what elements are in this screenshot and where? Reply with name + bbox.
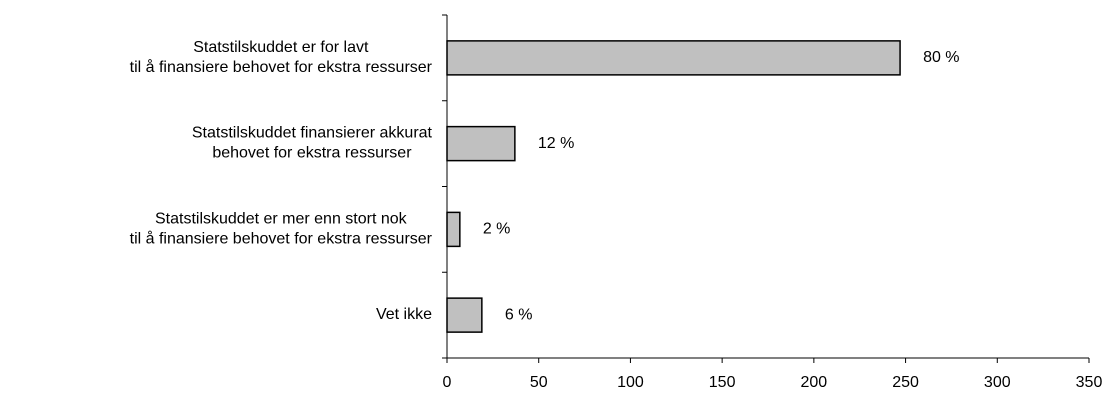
value-label: 2 %	[483, 221, 511, 238]
x-tick-label: 200	[801, 374, 828, 391]
label-line: Statstilskuddet er mer enn stort nok	[155, 211, 408, 228]
label-line: Vet ikke	[376, 306, 432, 323]
x-tick-label: 250	[892, 374, 919, 391]
y-tick-label: Vet ikke	[376, 306, 432, 323]
x-tick-label: 300	[984, 374, 1011, 391]
value-label: 12 %	[538, 135, 574, 152]
y-tick-label: Statstilskuddet finansierer akkurat behov…	[192, 125, 433, 162]
x-tick-label: 150	[709, 374, 736, 391]
bar	[446, 211, 461, 248]
x-tick-label: 50	[530, 374, 548, 391]
bar	[446, 125, 516, 162]
x-tick-label: 0	[443, 374, 452, 391]
label-line: Statstilskuddet finansierer akkurat	[192, 125, 433, 142]
label-line: Statstilskuddet er for lavt	[193, 39, 369, 56]
bar	[446, 40, 901, 76]
x-tick-label: 100	[617, 374, 644, 391]
y-tick-label: Statstilskuddet er for lavt til å finansi…	[130, 39, 433, 76]
x-tick-label: 350	[1076, 374, 1103, 391]
label-line: til å finansiere behovet for ekstra ress…	[130, 58, 433, 76]
label-line: til å finansiere behovet for ekstra ress…	[130, 230, 433, 248]
label-line: behovet for ekstra ressurser	[212, 145, 412, 162]
value-label: 80 %	[923, 49, 959, 66]
y-tick-label: Statstilskuddet er mer enn stort nok til …	[130, 211, 433, 248]
bar	[446, 297, 483, 333]
value-label: 6 %	[505, 306, 533, 323]
